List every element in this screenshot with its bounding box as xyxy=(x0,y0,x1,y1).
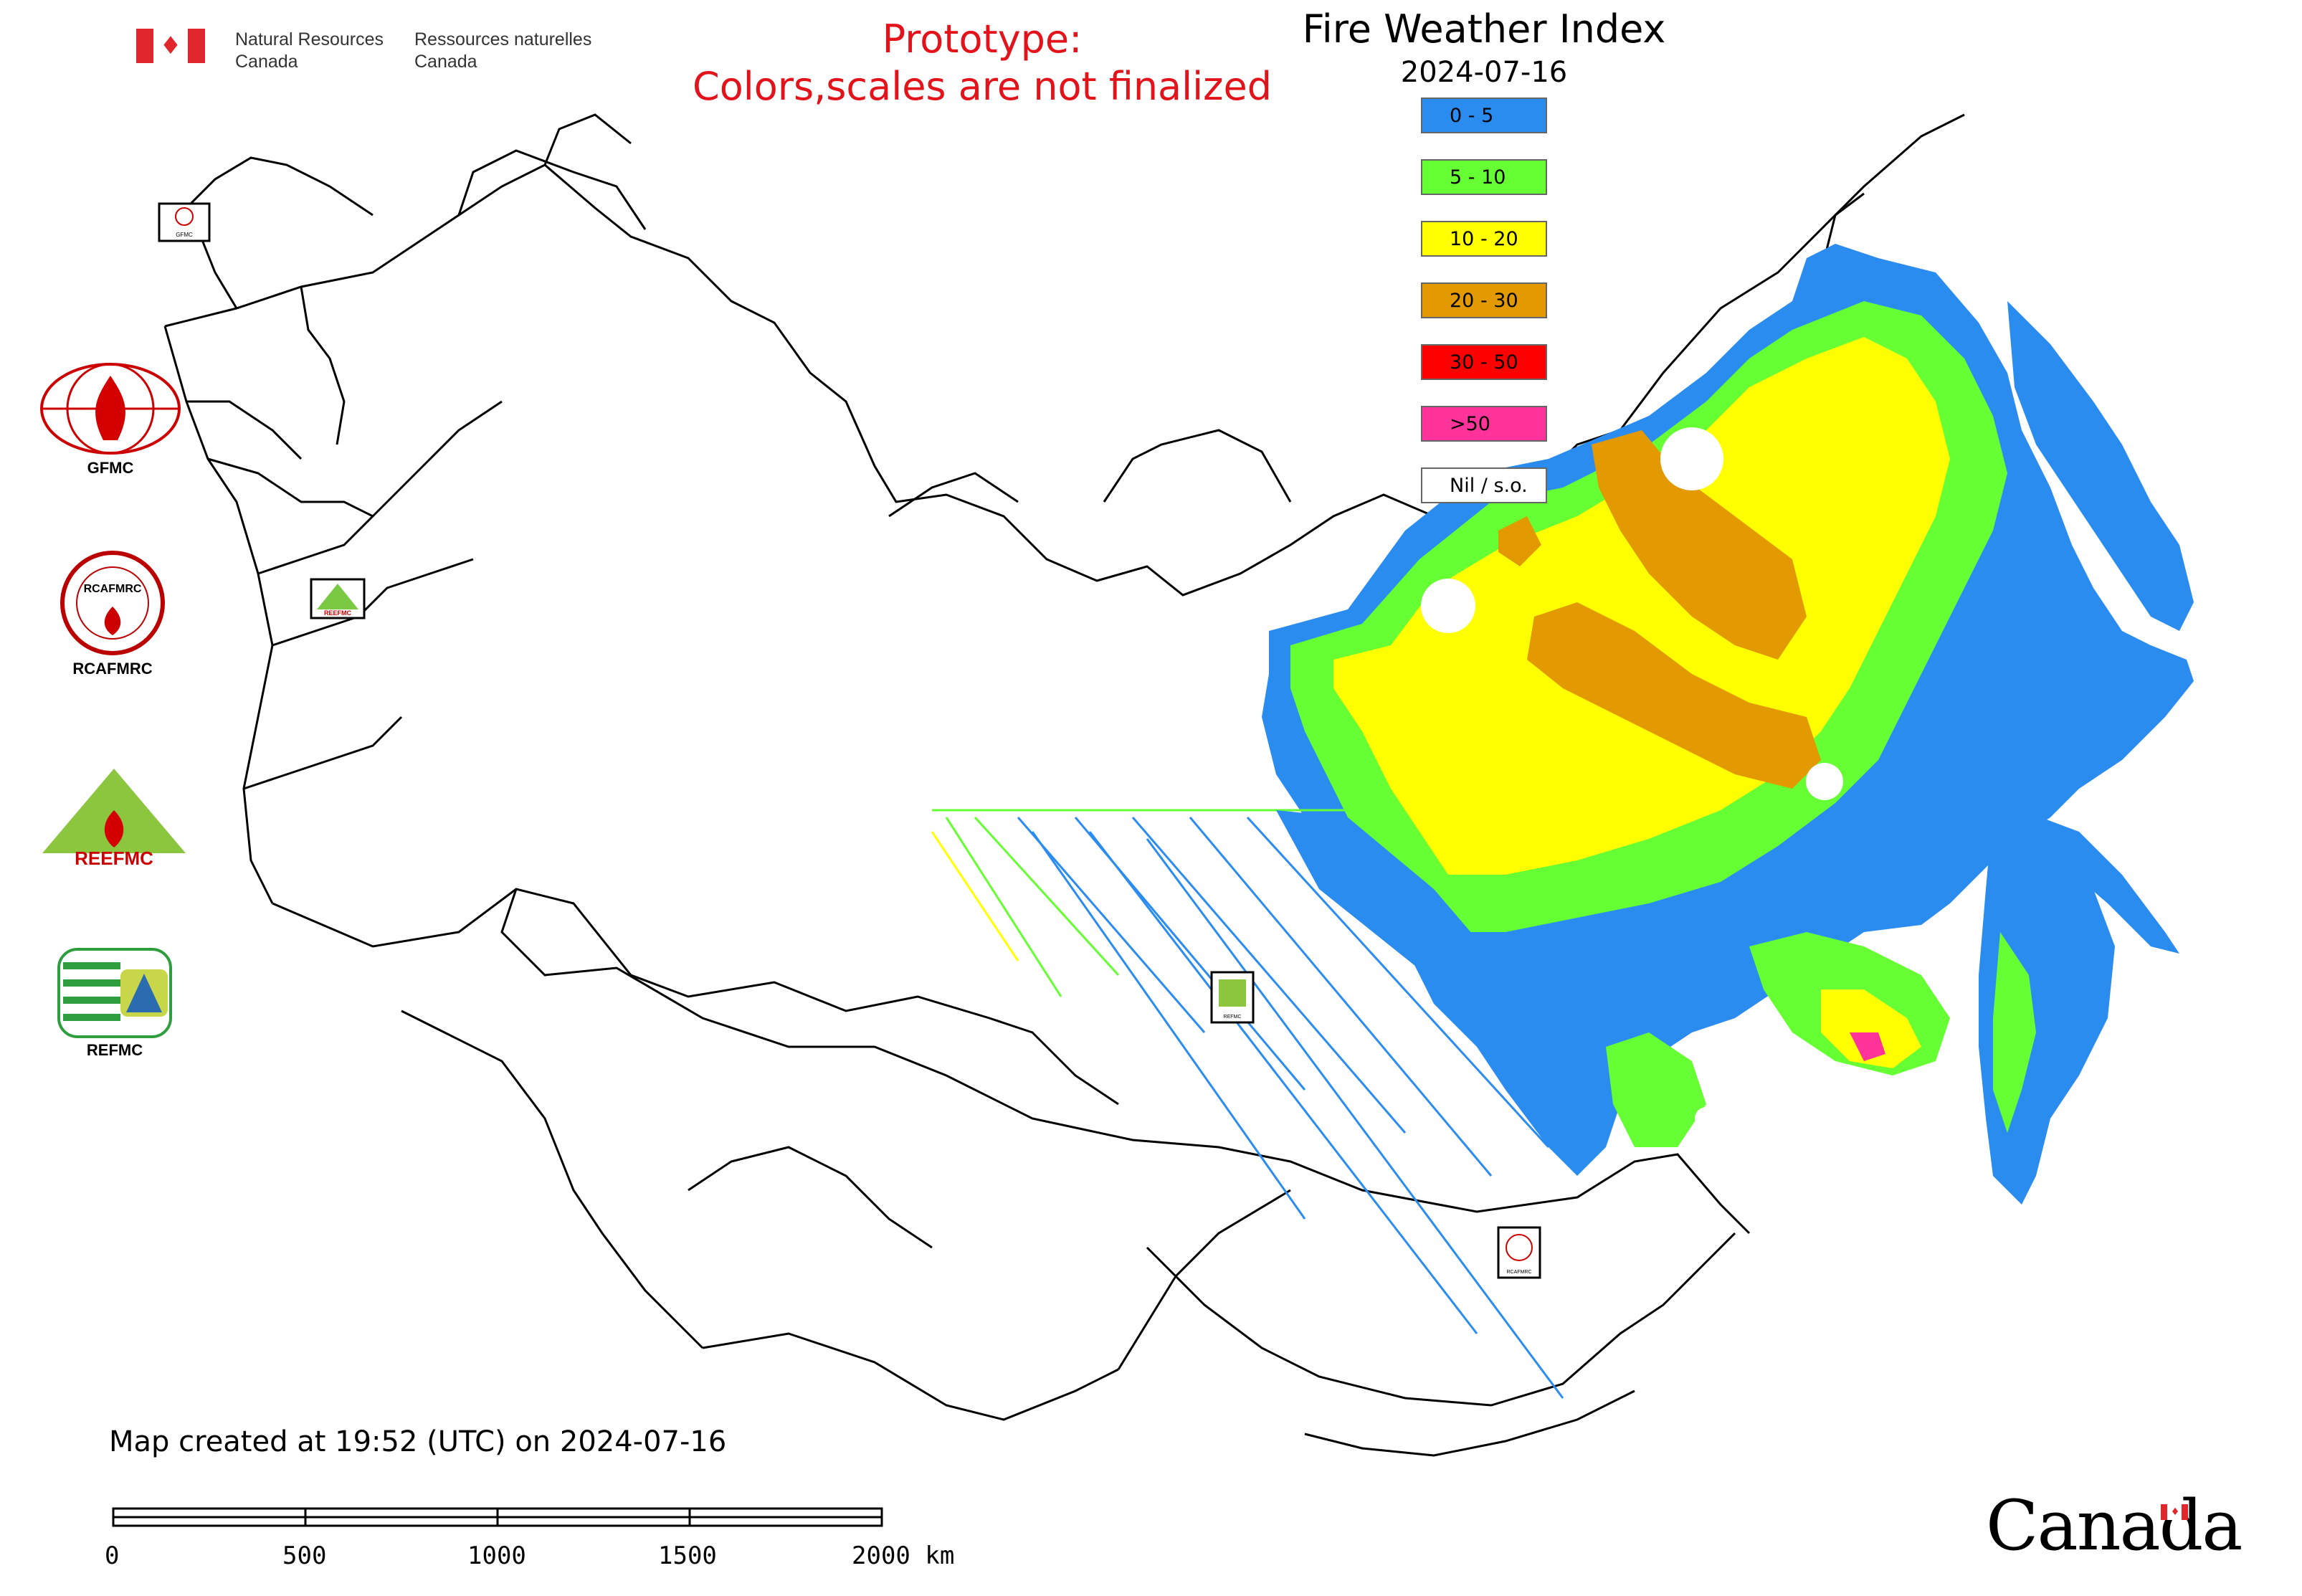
scale-label-500: 500 xyxy=(282,1542,327,1570)
legend-item-30-50: 30 - 50 xyxy=(1421,344,1547,380)
reefmc-logo[interactable]: REEFMC xyxy=(39,767,189,870)
rcafmrc-emblem-text: RCAFMRC xyxy=(84,583,142,595)
gfmc-emblem-icon xyxy=(40,363,181,455)
gfmc-logo[interactable]: GFMC xyxy=(39,361,182,478)
scale-label-1500: 1500 xyxy=(658,1542,717,1570)
scale-label-2000: 2000 km xyxy=(852,1542,955,1570)
canada-wordmark: Canada ♦ xyxy=(1986,1486,2242,1566)
scale-label-1000: 1000 xyxy=(467,1542,526,1570)
map-date: 2024-07-16 xyxy=(1400,56,1568,89)
reefmc-emblem-text: REEFMC xyxy=(75,847,153,868)
department-name-en: Natural Resources Canada xyxy=(235,29,384,72)
canada-flag-icon: ♦ xyxy=(136,29,205,63)
rcafmrc-label: RCAFMRC xyxy=(72,660,153,678)
map-title: Fire Weather Index xyxy=(1302,6,1666,52)
nrcan-signature: ♦ Natural Resources Canada Ressources na… xyxy=(136,29,594,73)
map-marker-reefmc[interactable]: REEFMC xyxy=(310,578,366,619)
rcafmrc-emblem-icon: RCAFMRC xyxy=(60,551,165,655)
marker-label: RCAFMRC xyxy=(1507,1270,1532,1275)
fwi-data-region xyxy=(931,244,2194,1399)
refmc-logo[interactable]: REFMC xyxy=(57,948,172,1060)
gfmc-label: GFMC xyxy=(87,459,134,477)
marker-label: REEFMC xyxy=(324,609,352,617)
map-marker-refmc[interactable]: REFMC xyxy=(1210,971,1255,1024)
department-name-fr: Ressources naturelles Canada xyxy=(414,29,592,72)
legend-item-20-30: 20 - 30 xyxy=(1421,282,1547,318)
map-created-timestamp: Map created at 19:52 (UTC) on 2024-07-16 xyxy=(109,1425,727,1458)
prototype-notice: Prototype: Colors,scales are not finaliz… xyxy=(693,16,1272,109)
canada-wordmark-flag-icon: ♦ xyxy=(2161,1504,2188,1520)
scale-bar xyxy=(112,1507,883,1527)
legend-item-nil: Nil / s.o. xyxy=(1421,467,1547,503)
marker-label: GFMC xyxy=(176,232,193,238)
scale-label-0: 0 xyxy=(105,1542,120,1570)
map-marker-rcafmrc[interactable]: RCAFMRC xyxy=(1497,1226,1541,1279)
reefmc-emblem-icon: REEFMC xyxy=(42,769,186,869)
legend-item-0-5: 0 - 5 xyxy=(1421,98,1547,133)
map-marker-gfmc[interactable]: GFMC xyxy=(158,202,211,242)
rcafmrc-logo[interactable]: RCAFMRC RCAFMRC xyxy=(59,549,166,678)
country-boundaries xyxy=(163,113,1965,1457)
legend-item-over-50: >50 xyxy=(1421,406,1547,442)
refmc-label: REFMC xyxy=(86,1041,143,1059)
legend-item-5-10: 5 - 10 xyxy=(1421,159,1547,195)
legend-item-10-20: 10 - 20 xyxy=(1421,221,1547,257)
legend: 0 - 5 5 - 10 10 - 20 20 - 30 30 - 50 >50… xyxy=(1421,98,1547,529)
marker-label: REFMC xyxy=(1224,1015,1242,1020)
refmc-emblem-icon xyxy=(57,948,172,1038)
